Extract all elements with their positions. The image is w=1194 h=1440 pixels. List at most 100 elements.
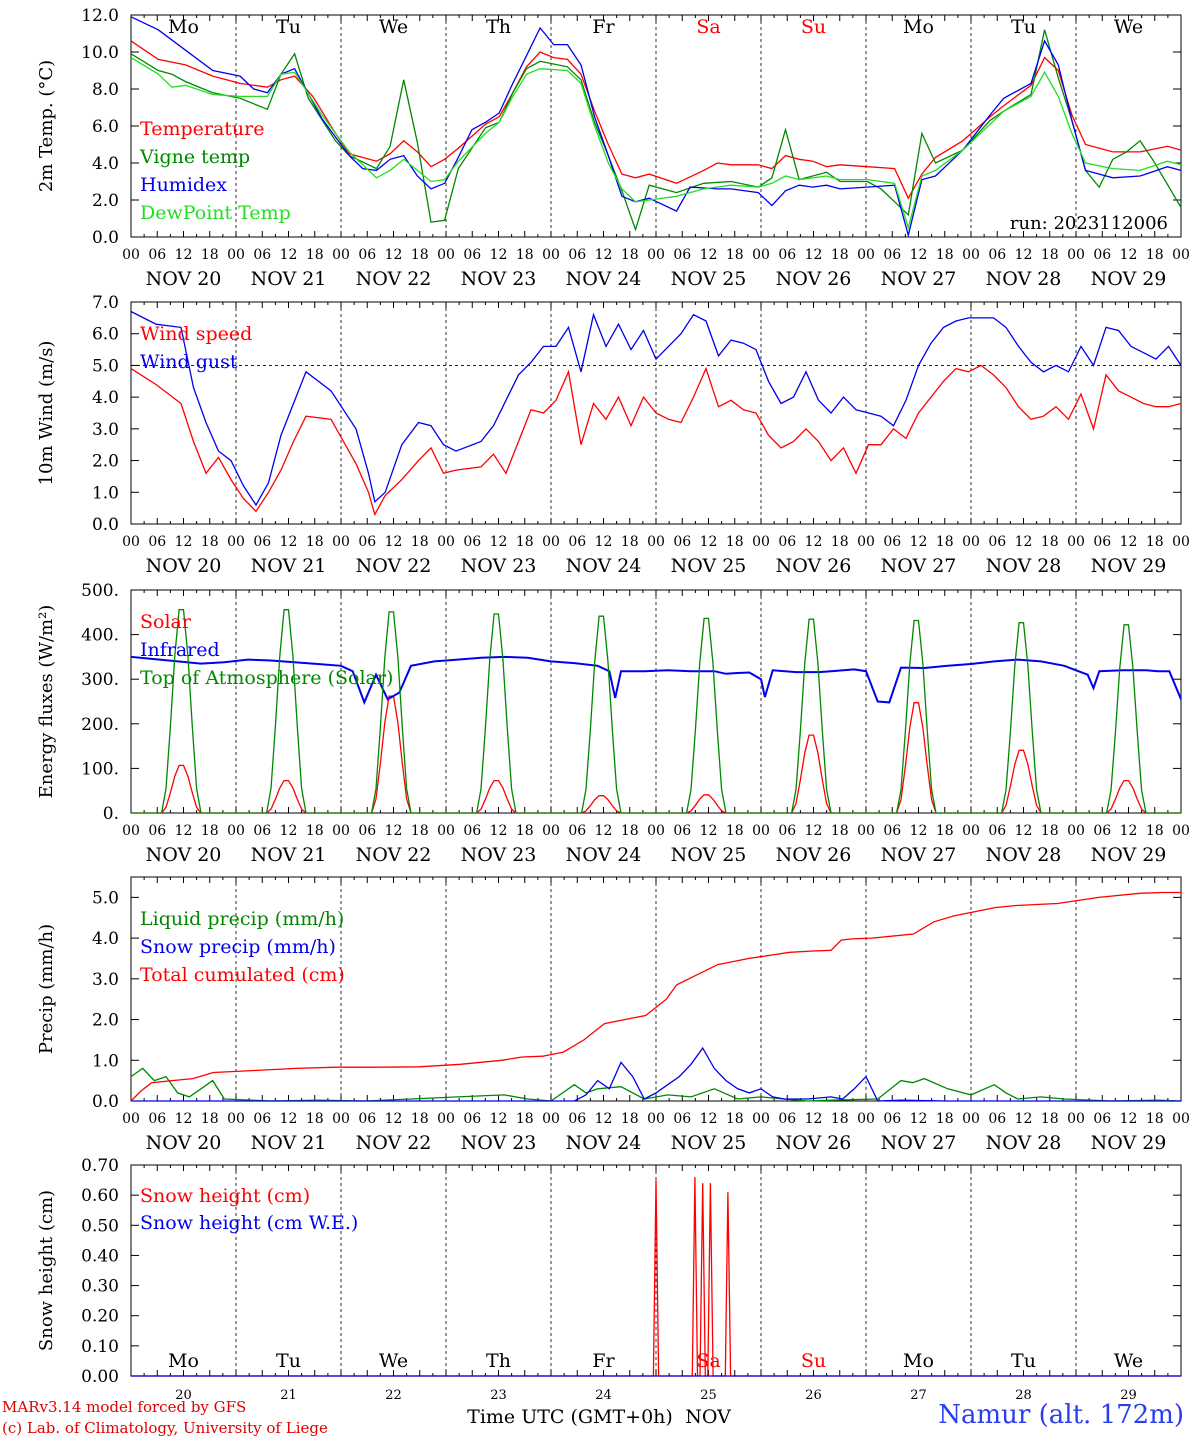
hour-label: 06 [1093,823,1111,839]
series-line [130,16,1182,238]
date-label: NOV 25 [671,1132,747,1154]
hour-label: 18 [936,1111,954,1127]
hour-label: 06 [463,823,481,839]
date-label: NOV 28 [986,555,1062,577]
hour-label: 00 [647,823,665,839]
hour-label: 18 [201,823,219,839]
day-number-label: 20 [175,1388,192,1403]
date-label: NOV 25 [671,844,747,866]
day-number-label: 24 [595,1388,612,1403]
date-label: NOV 23 [461,1132,537,1154]
date-label: NOV 28 [986,1132,1062,1154]
hour-label: 12 [175,1111,193,1127]
hour-label: 12 [805,823,823,839]
y-tick-label: 0.0 [92,515,119,535]
date-label: NOV 23 [461,268,537,290]
panel-4 [130,876,1182,1102]
hour-label: 18 [516,823,534,839]
panel-3 [130,589,1182,814]
station-label: Namur (alt. 172m) [938,1400,1184,1430]
hour-label: 12 [175,247,193,263]
legend-entry: Wind gust [140,351,238,373]
hour-label: 12 [1120,247,1138,263]
hour-label: 06 [253,247,271,263]
y-tick-label: 0.40 [81,1246,119,1266]
date-label: NOV 20 [146,555,222,577]
hour-label: 18 [1146,823,1164,839]
hour-label: 06 [253,823,271,839]
hour-label: 12 [700,534,718,550]
hour-label: 18 [621,247,639,263]
date-label: NOV 22 [356,844,432,866]
hour-label: 12 [1015,823,1033,839]
y-tick-label: 200. [81,715,119,735]
legend-entry: Vigne temp [139,146,250,168]
hour-label: 00 [437,823,455,839]
y-tick-label: 5.0 [92,356,119,376]
hour-label: 18 [201,534,219,550]
hour-label: 12 [490,247,508,263]
hour-label: 12 [385,823,403,839]
hour-label: 00 [227,823,245,839]
hour-label: 06 [463,534,481,550]
hour-label: 06 [778,823,796,839]
hour-label: 00 [332,247,350,263]
hour-label: 18 [411,247,429,263]
hour-label: 00 [857,534,875,550]
hour-label: 18 [411,1111,429,1127]
day-label: Fr [592,16,615,38]
y-tick-label: 0.0 [92,1092,119,1112]
date-label: NOV 20 [146,268,222,290]
hour-label: 18 [726,1111,744,1127]
date-label: NOV 24 [566,1132,642,1154]
date-label: NOV 27 [881,268,957,290]
day-number-label: 28 [1015,1388,1032,1403]
date-label: NOV 20 [146,844,222,866]
hour-label: 12 [1015,534,1033,550]
panel-1 [130,14,1182,238]
hour-label: 12 [1120,534,1138,550]
series-line [131,1177,1181,1377]
date-label: NOV 29 [1091,844,1167,866]
y-tick-label: 4.0 [92,388,119,408]
date-label: NOV 21 [251,844,327,866]
hour-label: 12 [805,1111,823,1127]
hour-label: 00 [227,1111,245,1127]
day-number-label: 25 [700,1388,717,1403]
hour-label: 18 [1146,534,1164,550]
hour-label: 18 [1041,247,1059,263]
series-line [130,364,1182,517]
hour-label: 18 [726,534,744,550]
y-tick-label: 0.60 [81,1186,119,1206]
day-label: Tu [1011,16,1036,38]
date-label: NOV 22 [356,1132,432,1154]
hour-label: 12 [280,823,298,839]
hour-label: 00 [647,247,665,263]
hour-label: 12 [595,823,613,839]
hour-label: 18 [1146,1111,1164,1127]
hour-label: 00 [752,823,770,839]
hour-label: 00 [542,534,560,550]
hour-label: 12 [175,823,193,839]
hour-label: 12 [490,534,508,550]
hour-label: 00 [542,1111,560,1127]
hour-label: 12 [910,823,928,839]
hour-label: 00 [122,823,140,839]
hour-label: 18 [831,1111,849,1127]
hour-label: 06 [883,1111,901,1127]
series-line [130,891,1181,1102]
hour-label: 12 [280,1111,298,1127]
legend-entry: Wind speed [140,323,252,345]
hour-label: 00 [542,247,560,263]
date-label: NOV 29 [1091,555,1167,577]
hour-label: 18 [621,823,639,839]
hour-label: 00 [332,534,350,550]
hour-label: 12 [280,247,298,263]
date-label: NOV 22 [356,555,432,577]
hour-label: 06 [778,534,796,550]
hour-label: 00 [752,247,770,263]
date-label: NOV 27 [881,844,957,866]
day-label: Mo [168,16,199,38]
hour-label: 12 [385,1111,403,1127]
y-axis-label: 2m Temp. (°C) [36,60,57,192]
